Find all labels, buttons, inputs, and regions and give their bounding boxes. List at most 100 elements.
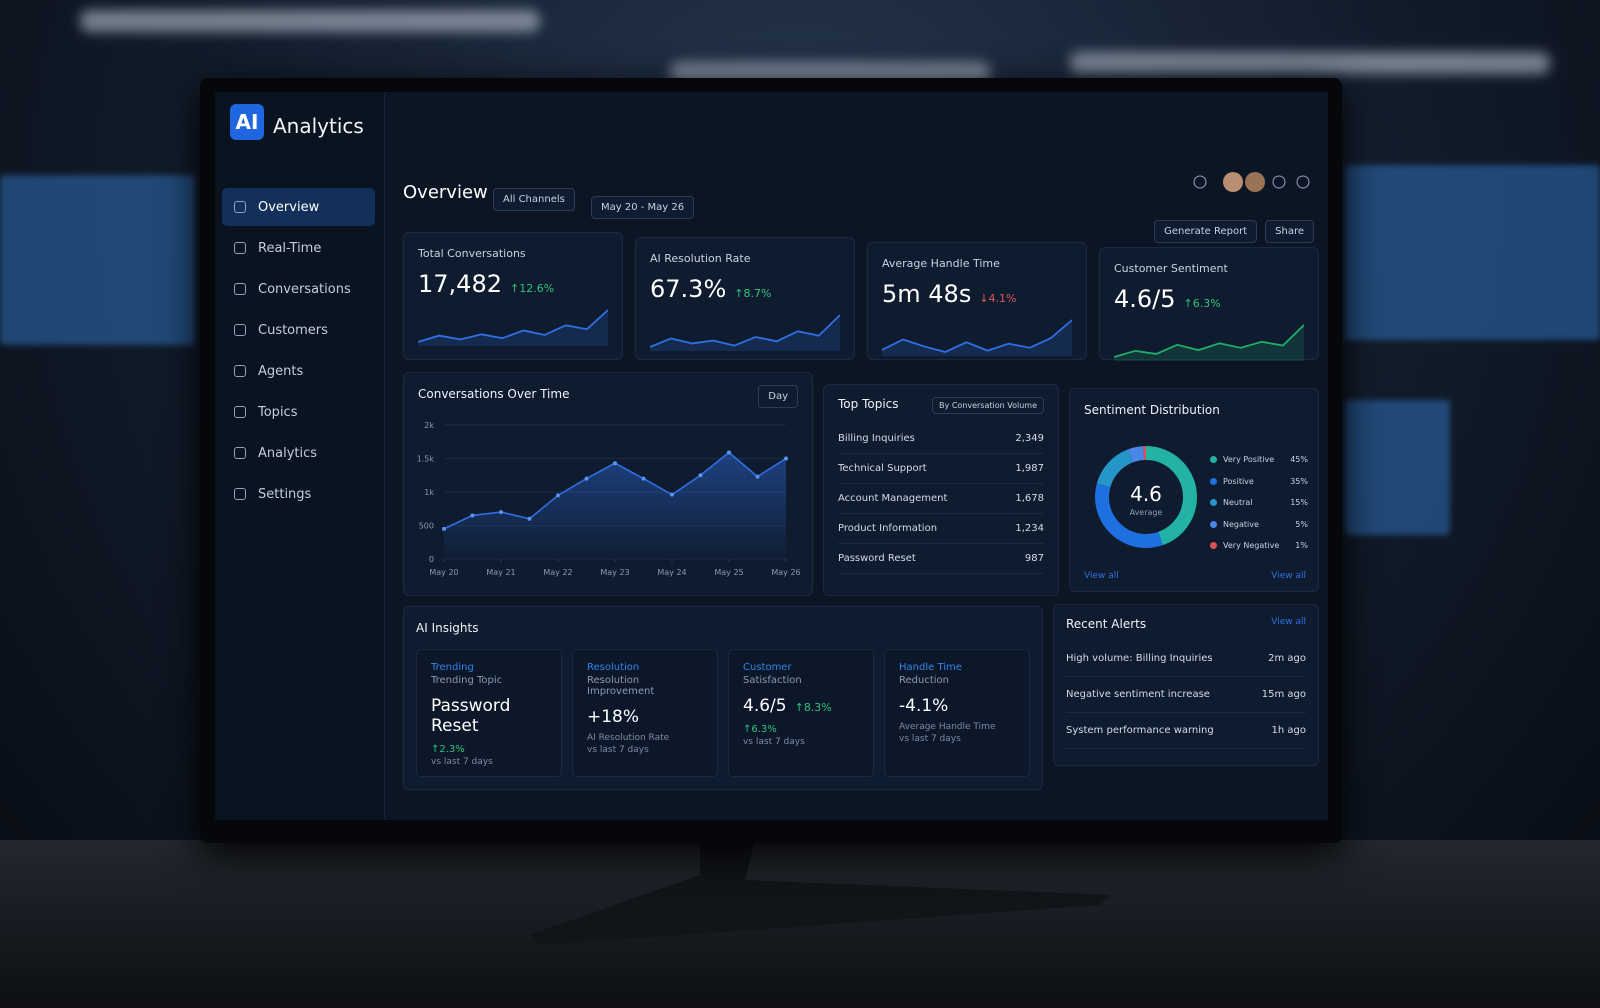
nav-item[interactable]: Topics (222, 393, 375, 431)
insight-metric: Average Handle Time (899, 722, 996, 732)
insight-subtitle: Trending Topic (431, 675, 503, 686)
insight-card: Resolution Resolution Improvement +18% AI R… (572, 649, 718, 777)
nav-item[interactable]: Overview (222, 188, 375, 226)
legend-label: Negative (1223, 519, 1259, 529)
alert-row: High volume: Billing Inquiries 2m ago (1066, 641, 1306, 677)
insight-subtitle: Reduction (899, 675, 949, 686)
alert-text: Negative sentiment increase (1066, 689, 1210, 700)
action-button[interactable]: Generate Report (1154, 220, 1258, 243)
nav-item[interactable]: Conversations (222, 270, 375, 308)
insight-cards: Trending Trending Topic Password Reset 2.3%… (416, 649, 1030, 777)
insight-value-change: 8.3% (795, 701, 832, 714)
sparkline-line (649, 314, 841, 348)
legend-swatch (1210, 520, 1217, 528)
legend-item: Very Positive 45% (1210, 449, 1308, 471)
nav-item[interactable]: Agents (222, 352, 375, 390)
x-tick-label: May 22 (543, 568, 572, 577)
nav-item[interactable]: Real-Time (222, 229, 375, 267)
insights-panel: AI Insights Trending Trending Topic Passwo… (403, 606, 1043, 790)
topics-filter[interactable]: By Conversation Volume (932, 397, 1044, 414)
period-select[interactable]: Day (758, 385, 798, 408)
nav-icon (234, 324, 246, 336)
nav-item[interactable]: Analytics (222, 434, 375, 472)
insight-value: +18% (587, 707, 640, 727)
avatar[interactable] (1245, 172, 1265, 192)
channel-select[interactable]: All Channels (493, 188, 575, 211)
legend-item: Negative 5% (1210, 514, 1308, 536)
sidebar: AI Analytics Overview Real-Time Conversati… (215, 92, 385, 820)
nav-label: Customers (258, 322, 328, 338)
nav-label: Agents (258, 363, 304, 379)
ceiling-light (1070, 52, 1550, 74)
point (613, 461, 617, 466)
point (527, 516, 532, 521)
topic-count: 1,678 (1015, 493, 1044, 504)
panel-title: Sentiment Distribution (1084, 403, 1220, 417)
point (584, 476, 589, 481)
alert-text: System performance warning (1066, 725, 1214, 736)
legend-label: Neutral (1223, 498, 1253, 508)
alert-time: 2m ago (1268, 653, 1306, 664)
line-chart: 0 500 1k 1.5k 2k May 20 May 21 May 22 May 23 May … (417, 421, 801, 577)
alert-row: System performance warning 1h ago (1066, 713, 1306, 749)
insight-subtitle: Resolution Improvement (587, 675, 655, 697)
sparkline-area (1114, 325, 1304, 361)
stand (530, 820, 1110, 945)
legend-swatch (1210, 542, 1217, 550)
kpi-change: 6.3% (1184, 297, 1221, 310)
view-all-link[interactable]: View all (1271, 617, 1306, 627)
insight-note: vs last 7 days (899, 734, 961, 744)
kpi-value: 5m 48s4.1% (882, 280, 1072, 308)
donut-chart: 4.6 Average (1095, 446, 1197, 548)
kpi-change: 4.1% (979, 292, 1016, 305)
kpi-change: 12.6% (510, 282, 554, 295)
x-tick-label: May 25 (714, 568, 743, 577)
kpi-value: 4.6/56.3% (1114, 285, 1304, 313)
point (470, 513, 475, 518)
date-select[interactable]: May 20 - May 26 (591, 196, 695, 219)
icon[interactable] (1296, 175, 1310, 189)
nav-icon (234, 283, 246, 295)
nav-item[interactable]: Customers (222, 311, 375, 349)
legend-item: Very Negative 1% (1210, 535, 1308, 557)
nav-item[interactable]: Settings (222, 475, 375, 513)
sparkline (417, 309, 609, 346)
actions: Generate Report Share (1154, 220, 1314, 243)
view-all-link[interactable]: View all (1084, 571, 1119, 581)
sparkline (1113, 324, 1305, 361)
action-button[interactable]: Share (1265, 220, 1314, 243)
insight-tag: Customer (743, 662, 792, 673)
insight-card: Trending Trending Topic Password Reset 2.3%… (416, 649, 562, 777)
point (727, 450, 731, 455)
screen: AI Analytics Overview Real-Time Conversati… (215, 92, 1328, 820)
insight-tag: Handle Time (899, 662, 962, 673)
alerts-list: High volume: Billing Inquiries 2m ago Nega… (1066, 641, 1306, 749)
bell-icon[interactable] (1193, 175, 1207, 189)
point (499, 510, 503, 515)
legend-value: 45% (1290, 455, 1308, 465)
kpi-change: 8.7% (734, 287, 771, 300)
topic-name: Product Information (838, 523, 938, 534)
point (641, 476, 646, 481)
legend-item: Positive 35% (1210, 471, 1308, 493)
brand-name: Analytics (273, 114, 364, 138)
avatar[interactable] (1223, 172, 1243, 192)
topic-name: Password Reset (838, 553, 916, 564)
insight-card: Customer Satisfaction 4.6/58.3% 6.3% vs last… (728, 649, 874, 777)
x-tick-label: May 23 (600, 568, 629, 577)
kpi-card: Customer Sentiment 4.6/56.3% (1099, 247, 1319, 361)
nav-icon (234, 365, 246, 377)
y-tick-label: 500 (419, 522, 434, 531)
conversations-panel: Conversations Over Time Day 0 500 1k 1.5k 2k Ma… (403, 372, 813, 596)
point (670, 492, 674, 497)
background-screen (0, 175, 195, 345)
alert-text: High volume: Billing Inquiries (1066, 653, 1213, 664)
insight-change: 2.3% (431, 744, 547, 755)
x-tick-label: May 24 (657, 568, 686, 577)
insight-metric: AI Resolution Rate (587, 733, 670, 743)
view-all-link[interactable]: View all (1271, 571, 1306, 581)
icon[interactable] (1272, 175, 1286, 189)
panel-title: AI Insights (416, 621, 479, 635)
nav: Overview Real-Time Conversations Customers A… (222, 188, 375, 516)
